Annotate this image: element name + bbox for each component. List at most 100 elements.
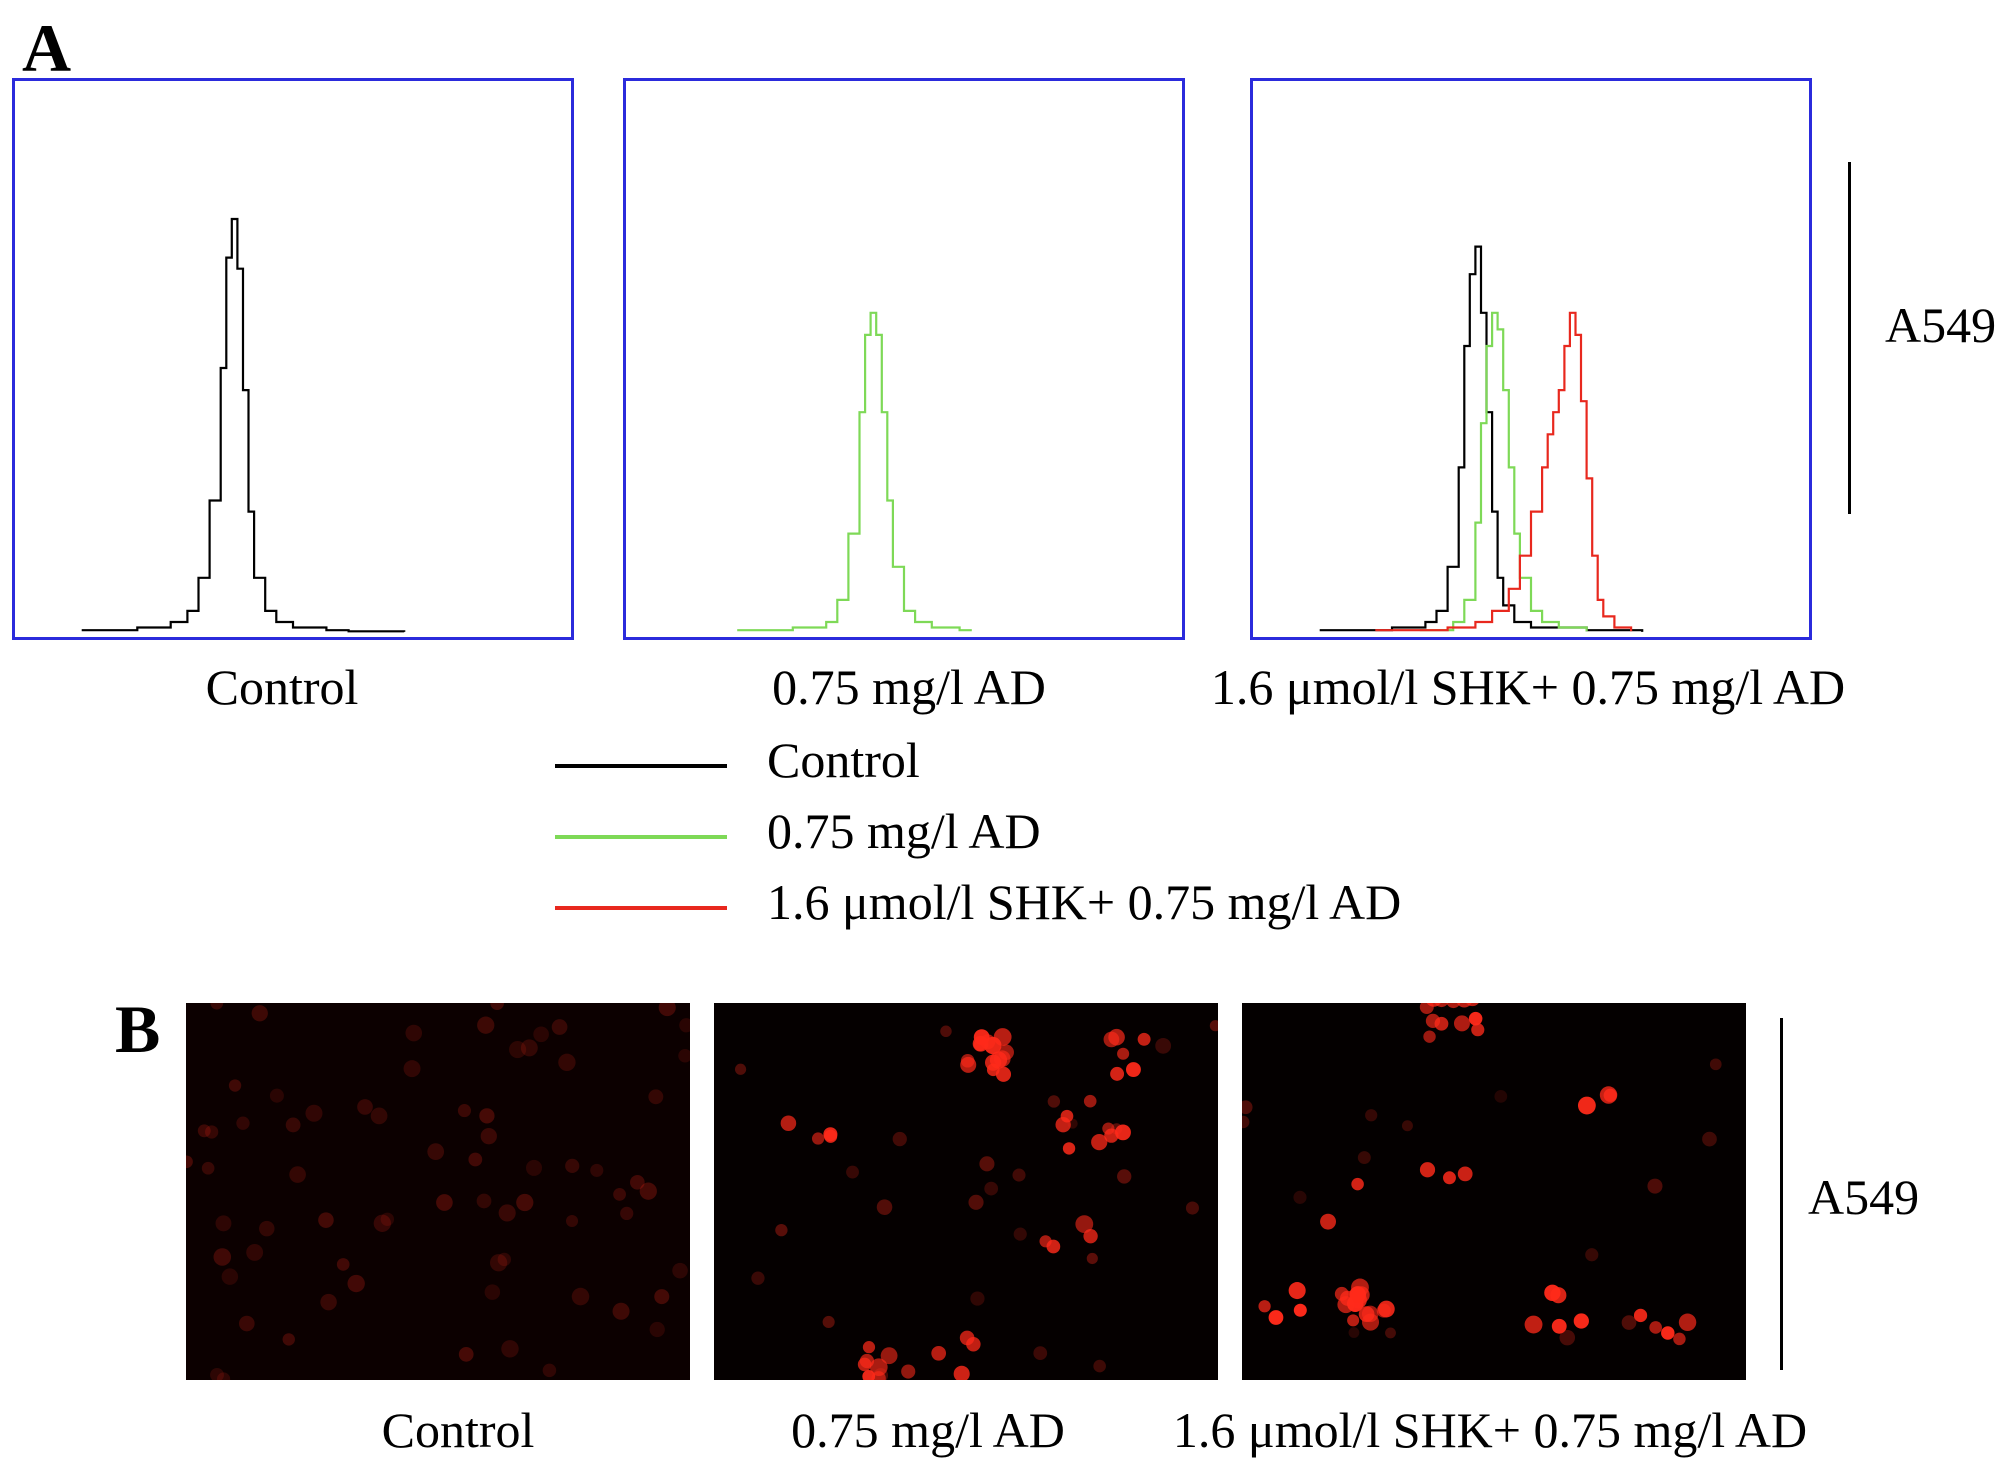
cell-dot <box>1013 1227 1027 1241</box>
cell-dot <box>201 1161 215 1175</box>
legend-swatch-shk-ad <box>555 906 727 910</box>
cell-dot <box>1551 1318 1567 1334</box>
cell-dot <box>1083 1094 1097 1108</box>
cell-dot <box>1349 1286 1367 1303</box>
cell-dot <box>1351 1177 1364 1191</box>
cell-dot <box>1110 1066 1125 1081</box>
cell-dot <box>477 1016 495 1034</box>
cell-dot <box>259 1220 275 1237</box>
cell-dot <box>1456 1003 1472 1008</box>
cell-dot <box>1293 1190 1307 1204</box>
cell-dot <box>1012 1168 1026 1182</box>
micrograph-control <box>186 1003 690 1380</box>
cell-dot <box>1661 1326 1675 1340</box>
cell-dot <box>1678 1313 1697 1332</box>
cell-dot <box>205 1125 219 1139</box>
histogram-series-1-6-mol-l-shk-0-75-mg-l-ad <box>1375 311 1633 632</box>
cell-dot <box>1621 1315 1637 1330</box>
cell-dot <box>1471 1023 1485 1037</box>
cell-dot <box>501 1340 519 1358</box>
cell-dot <box>1039 1235 1052 1248</box>
cell-dot <box>516 1193 534 1212</box>
cell-dot <box>1268 1310 1284 1325</box>
cell-dot <box>373 1214 392 1232</box>
cell-dot <box>648 1089 664 1105</box>
histogram-ad <box>623 78 1185 640</box>
cell-dot <box>289 1166 306 1183</box>
caption-a-ad: 0.75 mg/l AD <box>772 659 1046 715</box>
cell-dot <box>1376 1303 1391 1318</box>
cell-dot <box>1673 1332 1686 1346</box>
cell-dot <box>751 1271 765 1285</box>
cell-dot <box>775 1223 788 1237</box>
cell-dot <box>246 1243 264 1261</box>
cell-dot <box>1559 1329 1576 1346</box>
histogram-series-0-75-mg-l-ad <box>737 311 972 632</box>
cell-dot <box>970 1291 985 1306</box>
cell-dot <box>238 1315 255 1332</box>
cell-dot <box>228 1079 242 1092</box>
cell-dot <box>960 1056 977 1073</box>
cell-dot <box>285 1117 301 1133</box>
cell-dot <box>370 1107 388 1125</box>
cell-dot <box>558 1053 576 1072</box>
cell-dot <box>1649 1321 1662 1334</box>
cell-dot <box>216 1372 231 1380</box>
caption-a-control: Control <box>205 659 359 715</box>
cell-dot <box>811 1132 825 1145</box>
cell-dot <box>1111 1123 1123 1135</box>
cell-dot <box>380 1212 395 1227</box>
cell-dot <box>1115 1124 1131 1141</box>
cell-dot <box>1293 1303 1307 1317</box>
cell-dot <box>1524 1315 1543 1334</box>
cell-dot <box>1457 1166 1473 1182</box>
cell-dot <box>520 1039 538 1057</box>
cell-dot <box>876 1199 893 1215</box>
micrograph-ad-cells <box>734 1020 1218 1380</box>
cell-dot <box>953 1365 970 1380</box>
cell-dot <box>672 1262 688 1279</box>
cell-dot <box>210 1003 224 1010</box>
cell-dot <box>468 1152 483 1167</box>
cell-dot <box>490 1003 504 1010</box>
cell-dot <box>1603 1088 1617 1102</box>
cell-dot <box>457 1104 471 1118</box>
cell-dot <box>639 1182 657 1200</box>
cell-dot <box>436 1194 453 1211</box>
cell-dot <box>1137 1032 1151 1046</box>
micrograph-shk-ad <box>1242 1003 1746 1380</box>
cell-dot <box>780 1115 797 1132</box>
cell-dot <box>1258 1300 1271 1313</box>
cell-dot <box>1443 1171 1456 1185</box>
histogram-series-control <box>81 217 406 633</box>
cell-dot <box>968 1194 984 1210</box>
cell-dot <box>984 1036 1002 1055</box>
cell-dot <box>1086 1252 1098 1265</box>
histogram-series-0-75-mg-l-ad <box>1419 311 1588 632</box>
cell-dot <box>973 1029 990 1046</box>
cell-dot <box>320 1293 337 1311</box>
cell-dot <box>1348 1327 1360 1338</box>
cell-dot <box>630 1175 645 1190</box>
cell-dot <box>1155 1037 1172 1054</box>
histogram-control-plot <box>81 217 406 633</box>
cell-dot <box>1425 1013 1441 1028</box>
cell-dot <box>525 1159 543 1176</box>
micrograph-shk-ad-cells <box>1242 1003 1722 1346</box>
cell-dot <box>1585 1248 1599 1262</box>
cell-dot <box>1083 1229 1098 1244</box>
cell-dot <box>959 1330 975 1346</box>
cell-dot <box>509 1041 527 1059</box>
cell-dot <box>282 1333 295 1346</box>
cell-dot <box>1419 1162 1436 1178</box>
legend-swatch-ad <box>555 835 727 839</box>
cell-dot <box>1385 1327 1396 1339</box>
cell-dot <box>1709 1058 1722 1071</box>
cell-dot <box>1434 1003 1449 1008</box>
cell-dot <box>613 1187 626 1201</box>
histogram-shk-ad <box>1250 78 1812 640</box>
panel-b-letter: B <box>115 991 161 1067</box>
cell-dot <box>1357 1151 1371 1165</box>
cell-dot <box>479 1108 495 1124</box>
cell-dot <box>251 1005 268 1022</box>
